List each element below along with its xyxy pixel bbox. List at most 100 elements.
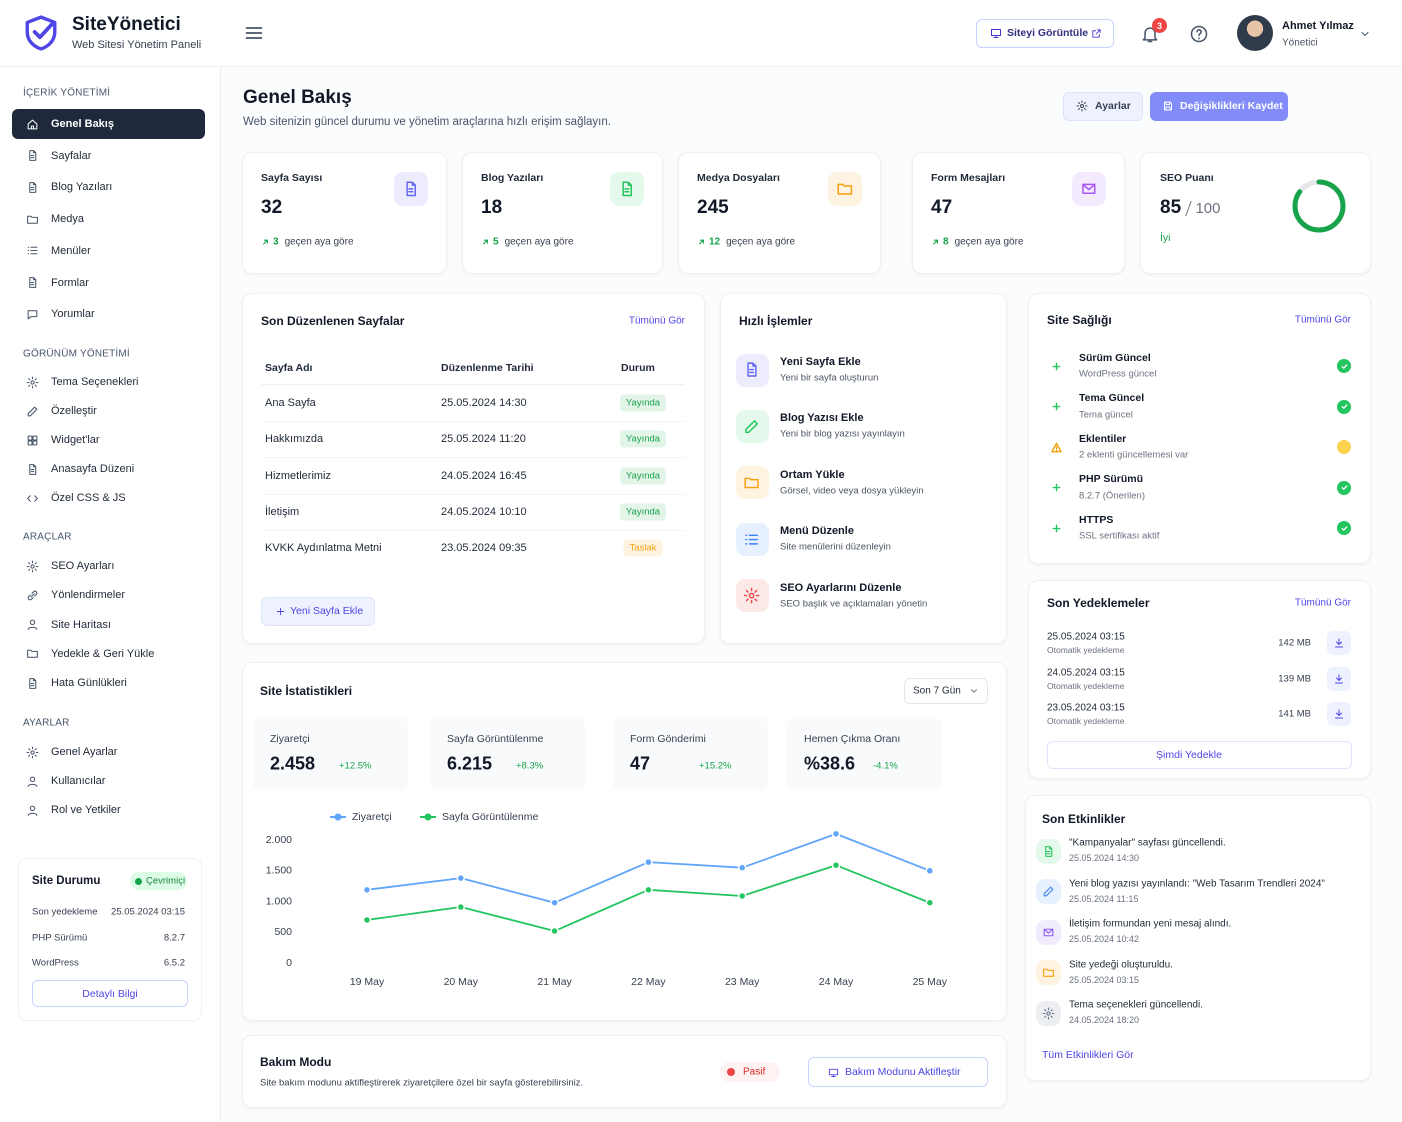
kpi-change: +15.2%: [699, 760, 732, 772]
site-health-link[interactable]: Tümünü Gör: [1294, 314, 1351, 326]
maintenance-status-bg: [720, 1062, 780, 1082]
series-point: [550, 898, 559, 907]
sidebar-item[interactable]: Tema Seçenekleri: [51, 376, 139, 388]
user-role: Yönetici: [1282, 37, 1318, 49]
activities-link[interactable]: Tüm Etkinlikleri Gör: [1042, 1049, 1134, 1061]
activities-title: Son Etkinlikler: [1042, 812, 1126, 826]
table-header: Durum: [621, 362, 655, 374]
sidebar-icon: [26, 494, 38, 502]
recent-pages-link[interactable]: Tümünü Gör: [628, 315, 685, 327]
seo-ring: [1292, 179, 1346, 233]
page-name[interactable]: Hakkımızda: [265, 433, 324, 446]
seo-separator: [1185, 200, 1193, 216]
avatar[interactable]: [1237, 15, 1273, 51]
health-check-shape: [1341, 525, 1347, 531]
sidebar-item[interactable]: Menüler: [51, 244, 91, 257]
x-tick-label: 19 May: [350, 976, 385, 988]
series-point: [831, 860, 841, 870]
save-button[interactable]: [1150, 92, 1288, 121]
menu-toggle[interactable]: [244, 23, 264, 43]
stat-card: [678, 152, 881, 274]
status-row-label: WordPress: [32, 957, 79, 969]
settings-icon: [1076, 100, 1088, 112]
site-stats-title: Site İstatistikleri: [260, 684, 353, 698]
kpi-value: 47: [630, 753, 651, 774]
new-page-label[interactable]: Yeni Sayfa Ekle: [290, 605, 364, 617]
sidebar-item[interactable]: Medya: [51, 213, 85, 226]
quick-action-title[interactable]: Ortam Yükle: [780, 468, 845, 481]
health-icon: [1052, 483, 1060, 492]
sidebar-item[interactable]: SEO Ayarları: [51, 560, 115, 572]
status-button-label[interactable]: Detaylı Bilgi: [82, 988, 138, 1000]
health-desc: 2 eklenti güncellemesi var: [1079, 449, 1189, 461]
quick-action-icon-shape: [745, 419, 759, 433]
quick-action-title[interactable]: Menü Düzenle: [780, 525, 854, 538]
sidebar-icon-shape: [28, 182, 36, 193]
quick-action-icon: [744, 587, 760, 604]
sidebar-item[interactable]: Sayfalar: [51, 149, 92, 162]
stat-label: Medya Dosyaları: [697, 172, 780, 184]
status-button[interactable]: [32, 980, 188, 1007]
backups-link[interactable]: Tümünü Gör: [1294, 597, 1351, 609]
page-date: 24.05.2024 16:45: [441, 469, 527, 482]
stat-icon-shape: [837, 183, 853, 195]
site-health-panel: [1028, 293, 1371, 564]
sidebar-item[interactable]: Widget'lar: [51, 434, 100, 446]
quick-action-title[interactable]: Blog Yazısı Ekle: [780, 412, 864, 425]
series-point: [362, 915, 372, 925]
maintenance-button-label[interactable]: Bakım Modunu Aktifleştir: [845, 1066, 961, 1078]
stat-note: geçen aya göre: [954, 236, 1024, 248]
sidebar-item[interactable]: Blog Yazıları: [51, 181, 113, 194]
sidebar-item[interactable]: Özel CSS & JS: [51, 492, 126, 504]
stat-icon-shape: [622, 181, 633, 197]
sidebar-item[interactable]: Genel Bakış: [51, 118, 114, 130]
stat-value: 32: [261, 197, 283, 218]
health-desc: WordPress güncel: [1079, 368, 1157, 380]
view-site-button[interactable]: [976, 19, 1114, 48]
sidebar-item[interactable]: Yorumlar: [51, 308, 95, 321]
quick-action-title[interactable]: SEO Ayarlarını Düzenle: [780, 581, 902, 594]
stat-value: 18: [481, 197, 503, 218]
page-name[interactable]: İletişim: [265, 505, 300, 518]
sidebar-item[interactable]: Anasayfa Düzeni: [51, 463, 135, 475]
range-select[interactable]: [904, 678, 988, 704]
settings-button[interactable]: [1063, 92, 1143, 121]
sidebar-item[interactable]: Yönlendirmeler: [51, 589, 125, 602]
activity-icon: [1044, 845, 1052, 857]
sidebar-icon-shape: [27, 119, 37, 129]
active-item-bg: [12, 109, 205, 139]
sidebar-item[interactable]: Formlar: [51, 276, 89, 289]
quick-action-title[interactable]: Yeni Sayfa Ekle: [780, 356, 861, 368]
sidebar-item[interactable]: Kullanıcılar: [51, 775, 106, 787]
kpi-change: +12.5%: [339, 760, 372, 772]
health-icon: [1050, 442, 1062, 452]
sidebar-item[interactable]: Özelleştir: [51, 405, 97, 417]
quick-action-icon-bg: [735, 579, 769, 613]
view-site-icon: [991, 29, 1001, 38]
sidebar-item[interactable]: Site Haritası: [51, 618, 111, 631]
stat-note: geçen aya göre: [284, 236, 354, 248]
activity-icon-shape: [1043, 928, 1053, 936]
page-name[interactable]: KVKK Aydınlatma Metni: [265, 542, 382, 555]
sidebar-item[interactable]: Yedekle & Geri Yükle: [51, 647, 155, 660]
table-row-line: [261, 493, 685, 495]
status-row-value: 6.5.2: [163, 957, 185, 969]
seo-max: 100: [1195, 199, 1221, 217]
sidebar-item[interactable]: Rol ve Yetkiler: [51, 804, 121, 816]
sidebar-icon-shape: [27, 776, 37, 787]
backup-button[interactable]: [1047, 741, 1352, 769]
quick-action-desc: Görsel, video veya dosya yükleyin: [780, 485, 924, 497]
status-title: Site Durumu: [32, 875, 101, 887]
page-name[interactable]: Ana Sayfa: [265, 397, 316, 409]
sidebar-item[interactable]: Hata Günlükleri: [51, 677, 127, 689]
sidebar-icon: [27, 619, 37, 630]
health-icon: [1052, 362, 1060, 370]
settings-label[interactable]: Ayarlar: [1095, 100, 1131, 112]
maintenance-button[interactable]: [808, 1057, 988, 1087]
view-site-label[interactable]: Siteyi Görüntüle: [1007, 27, 1089, 39]
backup-button-label[interactable]: Şimdi Yedekle: [1156, 749, 1222, 761]
sidebar-item[interactable]: Genel Ayarlar: [51, 746, 118, 758]
save-label[interactable]: Değişiklikleri Kaydet: [1180, 100, 1283, 112]
page-name[interactable]: Hizmetlerimiz: [265, 469, 331, 482]
range-label[interactable]: Son 7 Gün: [913, 685, 961, 697]
